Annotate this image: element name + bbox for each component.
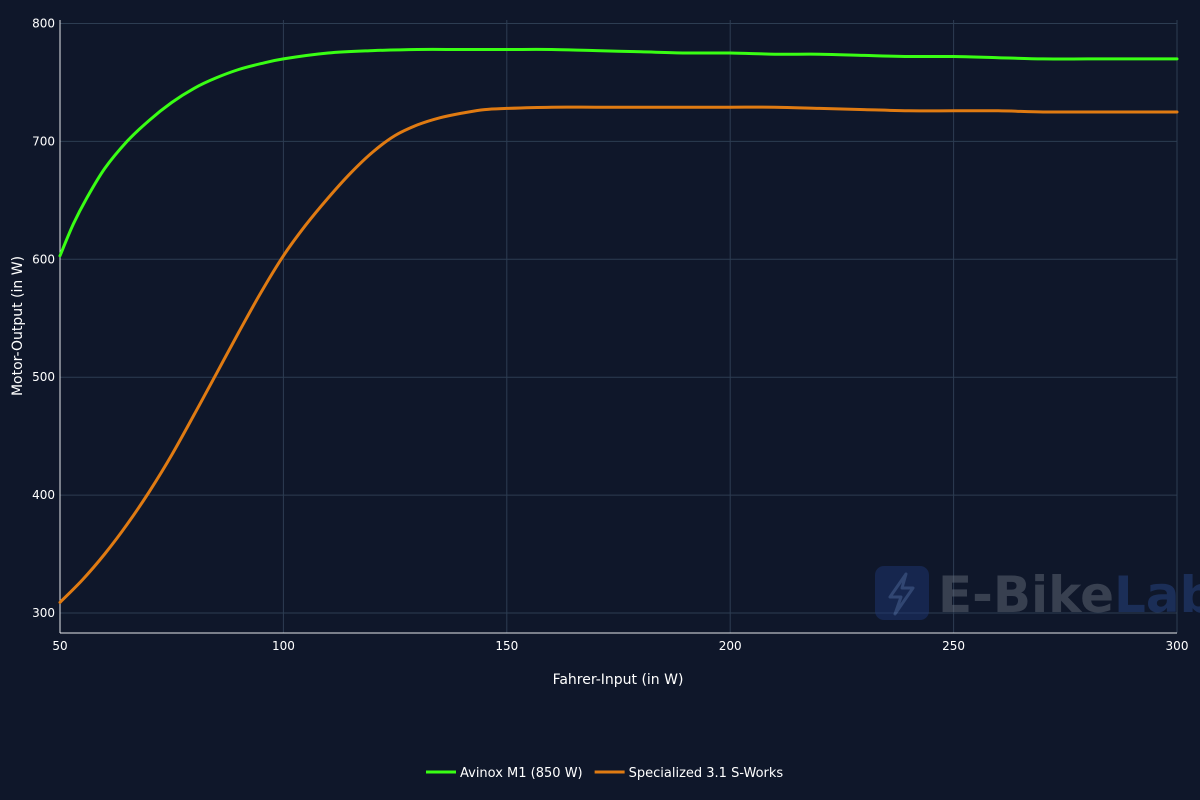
x-tick-label: 300 [1166,639,1189,653]
series-line-1 [58,47,1179,258]
x-tick-label: 200 [719,639,742,653]
grid [60,20,1178,633]
legend[interactable]: Avinox M1 (850 W) Specialized 3.1 S-Works [426,766,783,781]
legend-label: Avinox M1 (850 W) [460,766,583,781]
y-tick-label: 500 [32,370,55,384]
y-tick-label: 800 [32,17,55,31]
watermark-logo-box [875,566,929,620]
legend-item-1[interactable]: Avinox M1 (850 W) [426,766,583,781]
legend-item-2[interactable]: Specialized 3.1 S-Works [594,766,784,781]
y-tick-label: 600 [32,252,55,266]
x-tick-label: 150 [495,639,518,653]
series-lines [58,47,1179,604]
lightning-bolt-icon [888,572,915,616]
y-tick-label: 300 [32,606,55,620]
watermark-brand-part2: Lab [1114,566,1200,624]
y-tick-label: 400 [32,488,55,502]
watermark-text: E-BikeLab [938,566,1200,624]
x-tick-label: 50 [52,639,67,653]
legend-label: Specialized 3.1 S-Works [629,766,784,781]
watermark: E-BikeLab [875,566,1200,624]
x-tick-label: 250 [942,639,965,653]
watermark-brand-part1: E-Bike [938,566,1114,624]
x-axis-title: Fahrer-Input (in W) [553,672,684,688]
y-axis-title: Motor-Output (in W) [10,256,26,396]
axes [59,20,1177,634]
series-line-2 [58,105,1179,604]
y-tick-label: 700 [32,134,55,148]
tick-labels: 50 100 150 200 250 300 300 400 500 600 700 800 [32,17,1188,653]
x-tick-label: 100 [272,639,295,653]
